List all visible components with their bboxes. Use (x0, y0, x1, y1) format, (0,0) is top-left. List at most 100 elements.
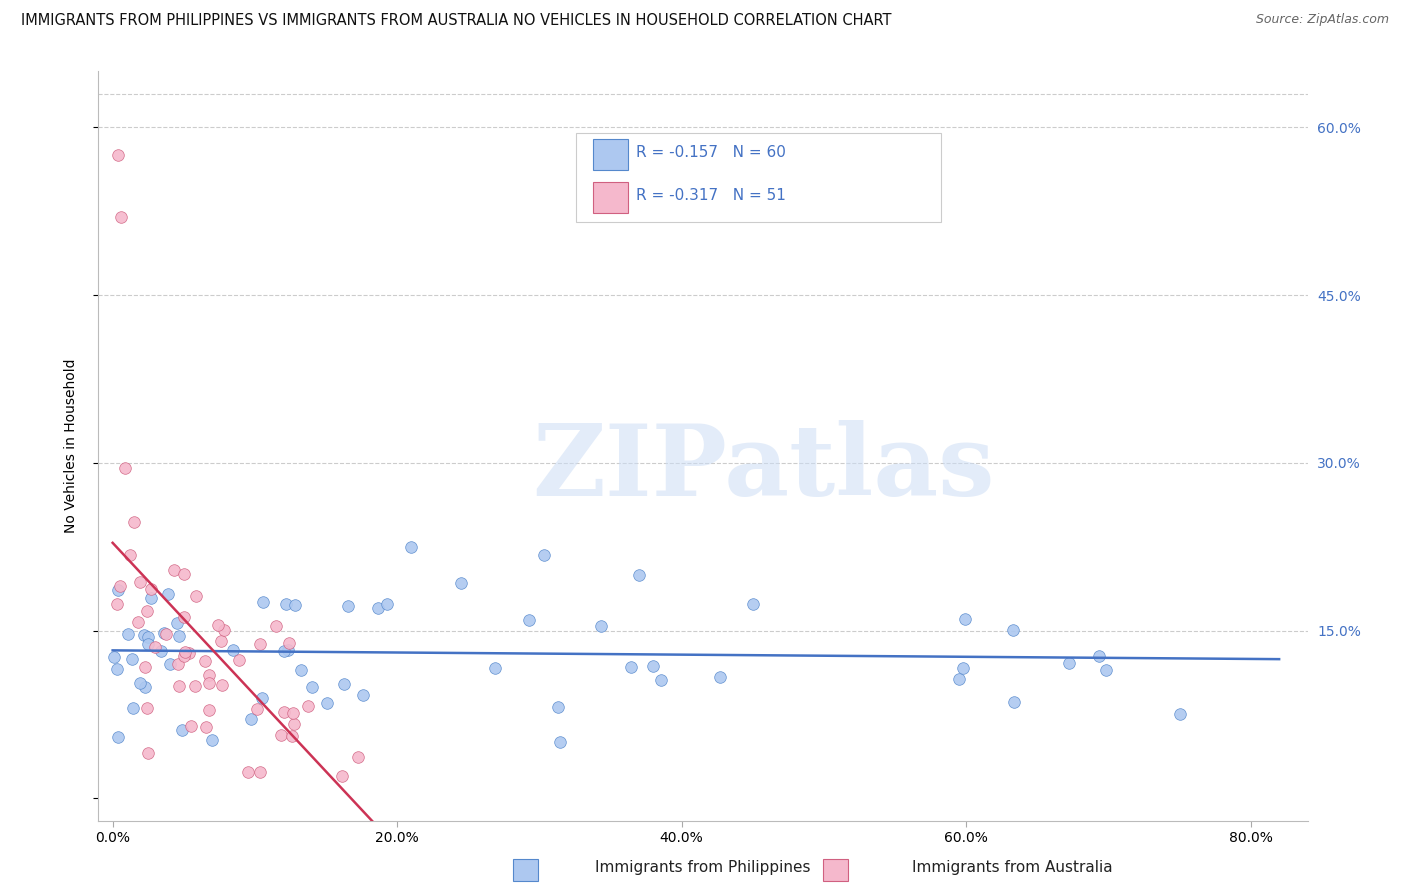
Point (186, 590, 208, 604)
Point (301, 680, 323, 694)
Point (149, 644, 172, 658)
Point (134, 659, 156, 673)
Point (281, 706, 304, 720)
Point (121, 652, 143, 666)
Point (270, 728, 292, 742)
Point (627, 567, 650, 582)
Point (1002, 623, 1025, 637)
Point (169, 679, 191, 693)
Point (274, 597, 297, 611)
Point (128, 575, 150, 590)
Point (118, 549, 141, 563)
Point (127, 615, 149, 630)
Point (330, 769, 353, 783)
Point (103, 650, 125, 665)
Point (163, 563, 186, 577)
Point (245, 701, 267, 715)
Point (228, 653, 250, 667)
Point (172, 723, 194, 738)
Point (517, 613, 540, 627)
Point (239, 712, 262, 726)
Point (197, 668, 219, 682)
Point (283, 717, 305, 731)
Point (450, 575, 472, 590)
Point (155, 626, 177, 640)
Point (122, 700, 145, 714)
Point (173, 566, 195, 581)
Point (290, 663, 312, 677)
Point (159, 657, 181, 671)
Point (110, 210, 132, 224)
Text: Source: ZipAtlas.com: Source: ZipAtlas.com (1256, 13, 1389, 27)
Point (281, 730, 304, 744)
Point (132, 628, 155, 642)
Text: Immigrants from Philippines: Immigrants from Philippines (595, 861, 811, 875)
Point (352, 688, 374, 702)
Point (742, 597, 765, 611)
Point (315, 697, 337, 711)
Point (135, 604, 157, 618)
Point (136, 630, 159, 644)
Point (484, 660, 506, 674)
Point (198, 703, 221, 717)
Point (252, 595, 274, 609)
Point (105, 662, 128, 676)
Point (194, 654, 217, 668)
Point (136, 746, 159, 760)
Point (211, 677, 233, 691)
Point (107, 148, 129, 162)
Point (948, 673, 970, 687)
Point (952, 661, 974, 675)
Point (198, 676, 221, 690)
Text: Immigrants from Australia: Immigrants from Australia (912, 861, 1112, 875)
Point (620, 660, 643, 674)
Point (107, 730, 129, 744)
Point (177, 646, 200, 660)
Point (166, 657, 188, 671)
Point (143, 640, 166, 655)
Point (1095, 663, 1118, 677)
Point (157, 587, 180, 601)
Text: ZIPatlas: ZIPatlas (533, 420, 994, 517)
Point (173, 645, 195, 659)
Point (139, 591, 162, 605)
Point (173, 609, 195, 624)
Point (250, 691, 273, 706)
Point (401, 540, 423, 554)
Point (139, 582, 162, 596)
Point (278, 636, 301, 650)
Point (184, 679, 207, 693)
Point (153, 625, 176, 640)
Point (273, 644, 295, 658)
Point (641, 658, 664, 673)
Point (136, 701, 159, 715)
Text: IMMIGRANTS FROM PHILIPPINES VS IMMIGRANTS FROM AUSTRALIA NO VEHICLES IN HOUSEHOL: IMMIGRANTS FROM PHILIPPINES VS IMMIGRANT… (21, 13, 891, 29)
Point (333, 677, 356, 691)
Point (1168, 707, 1191, 722)
Point (953, 612, 976, 626)
Point (277, 642, 299, 657)
Point (180, 719, 202, 733)
Point (533, 548, 555, 562)
Point (589, 619, 612, 633)
Point (249, 764, 271, 779)
Point (136, 637, 159, 651)
Point (167, 629, 190, 643)
Point (547, 700, 569, 714)
Point (122, 516, 145, 530)
Point (114, 461, 136, 475)
Point (1088, 648, 1111, 663)
Point (134, 680, 156, 694)
Point (108, 579, 131, 593)
Text: R = -0.157   N = 60: R = -0.157 N = 60 (637, 145, 786, 161)
Y-axis label: No Vehicles in Household: No Vehicles in Household (63, 359, 77, 533)
Text: R = -0.317   N = 51: R = -0.317 N = 51 (637, 188, 786, 203)
Point (336, 599, 359, 613)
Point (264, 619, 287, 633)
Point (173, 649, 195, 664)
Point (194, 720, 217, 734)
Point (222, 643, 245, 657)
Point (550, 734, 572, 748)
Point (201, 732, 224, 747)
Point (284, 599, 307, 613)
